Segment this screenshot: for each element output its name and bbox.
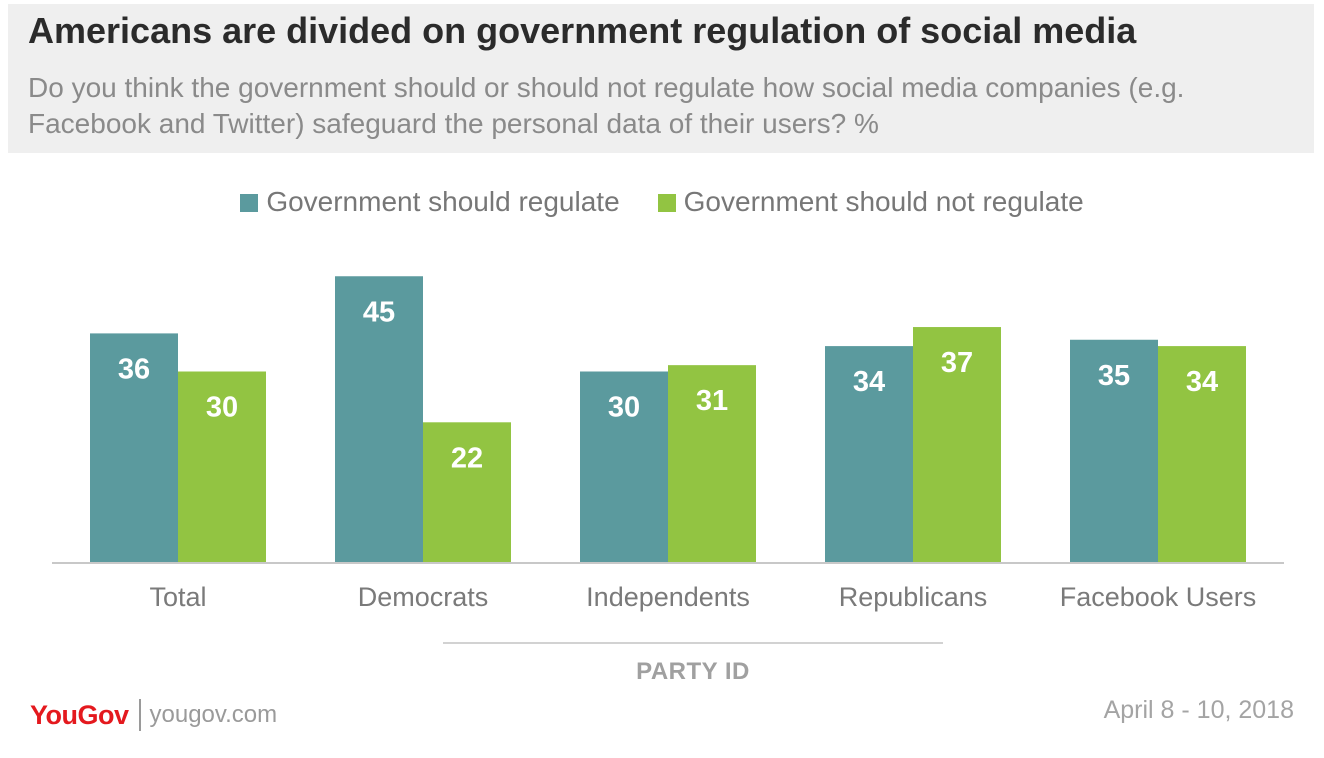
legend-item-not-regulate: Government should not regulate [657, 186, 1084, 218]
bar-total-not-regulate [178, 371, 266, 562]
data-label-facebook-users-regulate: 35 [1098, 360, 1130, 392]
chart-title: Americans are divided on government regu… [28, 10, 1137, 51]
bar-democrats-regulate [335, 276, 423, 562]
category-label-republicans: Republicans [839, 582, 988, 612]
bar-chart: 36 30 Total 45 22 Democrats 30 31 Independents 34… [52, 276, 1284, 612]
category-label-democrats: Democrats [358, 582, 489, 612]
bar-democrats-not-regulate [423, 422, 511, 562]
legend: Government should regulate Government sh… [0, 186, 1324, 218]
bar-facebook-users-not-regulate [1158, 346, 1246, 562]
legend-swatch-not-regulate [657, 194, 676, 212]
chart-subtitle: Do you think the government should or sh… [28, 72, 1185, 139]
data-label-democrats-regulate: 45 [363, 296, 395, 328]
data-label-independents-regulate: 30 [608, 392, 640, 424]
data-label-total-not-regulate: 30 [206, 392, 238, 424]
category-label-independents: Independents [586, 582, 750, 612]
legend-label-regulate: Government should regulate [266, 186, 620, 217]
data-label-facebook-users-not-regulate: 34 [1186, 366, 1218, 398]
yougov-logo: YouGov [30, 699, 129, 730]
category-label-facebook-users: Facebook Users [1060, 582, 1257, 612]
brand-separator [138, 699, 141, 731]
x-axis-title: PARTY ID [636, 658, 750, 685]
bar-republicans-not-regulate [913, 327, 1001, 562]
bar-total-regulate [90, 333, 178, 562]
header-panel [8, 4, 1314, 153]
category-label-total: Total [149, 582, 206, 612]
bar-republicans-regulate [825, 346, 913, 562]
data-label-republicans-regulate: 34 [853, 366, 885, 398]
legend-swatch-regulate [240, 194, 259, 212]
survey-date: April 8 - 10, 2018 [1103, 696, 1294, 724]
data-label-democrats-not-regulate: 22 [451, 442, 483, 474]
brand-url[interactable]: yougov.com [149, 701, 278, 728]
bar-independents-regulate [580, 371, 668, 562]
group-divider [443, 642, 943, 644]
data-label-independents-not-regulate: 31 [696, 385, 728, 417]
bar-independents-not-regulate [668, 365, 756, 562]
legend-label-not-regulate: Government should not regulate [683, 186, 1084, 217]
legend-item-regulate: Government should regulate [240, 186, 620, 218]
data-label-republicans-not-regulate: 37 [941, 347, 973, 379]
bar-facebook-users-regulate [1070, 339, 1158, 562]
data-label-total-regulate: 36 [118, 353, 150, 385]
brand: YouGov yougov.com [30, 699, 277, 731]
